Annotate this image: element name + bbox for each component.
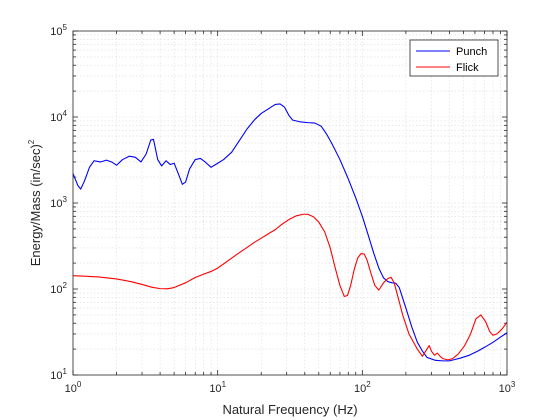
x-tick-label-base: 10 — [209, 383, 221, 395]
legend-box — [409, 39, 499, 77]
grid — [72, 30, 508, 376]
series — [72, 103, 508, 362]
legend-label-punch: Punch — [456, 46, 487, 58]
y-tick-label-exp: 3 — [63, 195, 68, 204]
y-tick-label: 104 — [50, 109, 67, 124]
x-tick-label-exp: 3 — [511, 380, 516, 389]
x-tick-label: 102 — [354, 380, 371, 395]
x-tick-label-base: 10 — [354, 383, 366, 395]
y-axis-title: Energy/Mass (in/sec)2 — [27, 139, 43, 266]
y-tick-label: 101 — [50, 367, 67, 382]
series-line-punch — [72, 103, 508, 362]
y-axis-title-sup: 2 — [27, 139, 36, 144]
x-tick-label: 103 — [499, 380, 516, 395]
x-tick-label: 100 — [65, 380, 82, 395]
x-tick-labels: 100 101 102 103 — [65, 380, 516, 395]
x-tick-label-exp: 0 — [77, 380, 82, 389]
y-tick-label-exp: 5 — [63, 23, 68, 32]
plot-frame — [72, 30, 508, 376]
x-tick-label-exp: 1 — [222, 380, 227, 389]
legend[interactable]: Punch Flick — [409, 39, 499, 77]
x-tick-label-exp: 2 — [366, 380, 371, 389]
y-tick-label: 105 — [50, 23, 67, 38]
y-tick-label-base: 10 — [50, 198, 62, 210]
y-tick-label-exp: 4 — [63, 109, 68, 118]
x-tick-label: 101 — [209, 380, 226, 395]
y-tick-label-exp: 1 — [63, 367, 68, 376]
y-tick-label-base: 10 — [50, 370, 62, 382]
y-axis-title-text: Energy/Mass (in/sec) — [28, 144, 43, 266]
y-tick-label-exp: 2 — [63, 281, 68, 290]
y-tick-label-base: 10 — [50, 284, 62, 296]
x-axis-title: Natural Frequency (Hz) — [222, 402, 357, 417]
series-line-flick — [72, 213, 508, 361]
y-tick-label: 103 — [50, 195, 67, 210]
x-tick-label-base: 10 — [65, 383, 77, 395]
x-tick-label-base: 10 — [499, 383, 511, 395]
y-tick-label-base: 10 — [50, 112, 62, 124]
y-tick-label: 102 — [50, 281, 67, 296]
y-tick-label-base: 10 — [50, 26, 62, 38]
legend-label-flick: Flick — [456, 62, 479, 74]
